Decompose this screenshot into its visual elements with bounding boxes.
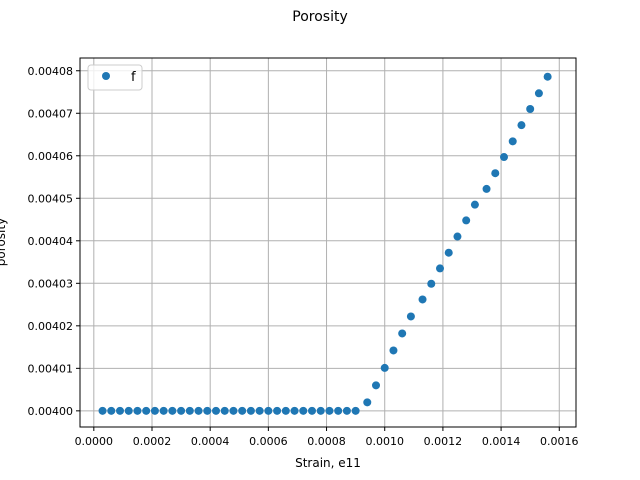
data-point bbox=[212, 406, 220, 415]
data-point bbox=[229, 406, 238, 415]
data-point bbox=[526, 105, 535, 114]
data-point bbox=[238, 406, 247, 415]
data-point bbox=[398, 329, 407, 338]
data-point bbox=[380, 363, 389, 372]
x-axis-label: Strain, e11 bbox=[295, 456, 361, 470]
data-point bbox=[351, 406, 360, 415]
data-point bbox=[150, 406, 159, 415]
data-point bbox=[264, 406, 273, 415]
data-point bbox=[220, 406, 229, 415]
data-point bbox=[500, 153, 508, 162]
data-point bbox=[107, 406, 116, 415]
data-point bbox=[177, 406, 186, 415]
data-point bbox=[482, 184, 491, 193]
y-tick-label: 0.00404 bbox=[28, 235, 74, 248]
x-tick-label: 0.0002 bbox=[133, 435, 172, 448]
data-point bbox=[142, 406, 151, 415]
y-tick-label: 0.00405 bbox=[28, 192, 74, 205]
y-axis-label: porosity bbox=[0, 218, 8, 266]
x-tick-label: 0.0010 bbox=[365, 435, 404, 448]
y-tick-label: 0.00406 bbox=[28, 150, 74, 163]
y-tick-label: 0.00403 bbox=[28, 277, 74, 290]
grid bbox=[80, 58, 576, 427]
y-tick-label: 0.00401 bbox=[28, 362, 74, 375]
legend-label: f bbox=[131, 70, 136, 85]
y-tick-label: 0.00408 bbox=[28, 65, 74, 78]
data-point bbox=[444, 248, 453, 257]
data-point bbox=[98, 406, 107, 415]
data-point bbox=[116, 406, 124, 415]
data-point bbox=[299, 406, 308, 415]
x-tick-label: 0.0014 bbox=[482, 435, 521, 448]
y-tick-label: 0.00402 bbox=[28, 320, 74, 333]
data-point bbox=[334, 406, 343, 415]
data-point bbox=[462, 216, 471, 225]
data-point bbox=[436, 264, 444, 273]
data-point bbox=[325, 406, 334, 415]
data-point bbox=[427, 279, 436, 288]
data-point bbox=[517, 121, 526, 130]
data-point bbox=[418, 295, 427, 304]
data-point bbox=[290, 406, 299, 415]
data-point bbox=[342, 406, 351, 415]
data-point bbox=[316, 406, 325, 415]
data-point bbox=[185, 406, 194, 415]
y-axis-ticks: 0.00400 0.00401 0.00402 0.00403 0.00404 0.004… bbox=[28, 65, 80, 418]
data-point bbox=[124, 406, 133, 415]
chart-title: Porosity bbox=[292, 9, 347, 25]
data-point bbox=[543, 72, 552, 81]
x-tick-label: 0.0012 bbox=[424, 435, 463, 448]
x-tick-label: 0.0004 bbox=[191, 435, 230, 448]
data-point bbox=[508, 137, 517, 146]
data-point bbox=[255, 406, 264, 415]
data-point bbox=[203, 406, 212, 415]
data-point bbox=[406, 312, 415, 321]
data-point bbox=[308, 406, 316, 415]
data-point bbox=[246, 406, 255, 415]
data-points bbox=[98, 72, 552, 415]
x-tick-label: 0.0006 bbox=[249, 435, 288, 448]
x-tick-label: 0.0008 bbox=[307, 435, 346, 448]
data-point bbox=[133, 406, 142, 415]
data-point bbox=[168, 406, 177, 415]
data-point bbox=[194, 406, 203, 415]
y-tick-label: 0.00407 bbox=[28, 107, 74, 120]
data-point bbox=[273, 406, 282, 415]
legend-box bbox=[87, 64, 143, 91]
legend-marker bbox=[102, 72, 110, 80]
data-point bbox=[453, 232, 462, 241]
x-tick-label: 0.0016 bbox=[540, 435, 579, 448]
x-axis-ticks: 0.0000 0.0002 0.0004 0.0006 0.0008 0.0010 0.00… bbox=[75, 427, 579, 448]
data-point bbox=[534, 89, 543, 98]
data-point bbox=[491, 169, 500, 178]
data-point bbox=[372, 381, 380, 390]
y-tick-label: 0.00400 bbox=[28, 405, 74, 418]
data-point bbox=[159, 406, 168, 415]
legend: f bbox=[87, 64, 143, 91]
data-point bbox=[389, 346, 398, 355]
data-point bbox=[470, 200, 479, 209]
plot-frame bbox=[79, 57, 577, 428]
x-tick-label: 0.0000 bbox=[75, 435, 114, 448]
data-point bbox=[363, 398, 372, 407]
data-point bbox=[281, 406, 290, 415]
